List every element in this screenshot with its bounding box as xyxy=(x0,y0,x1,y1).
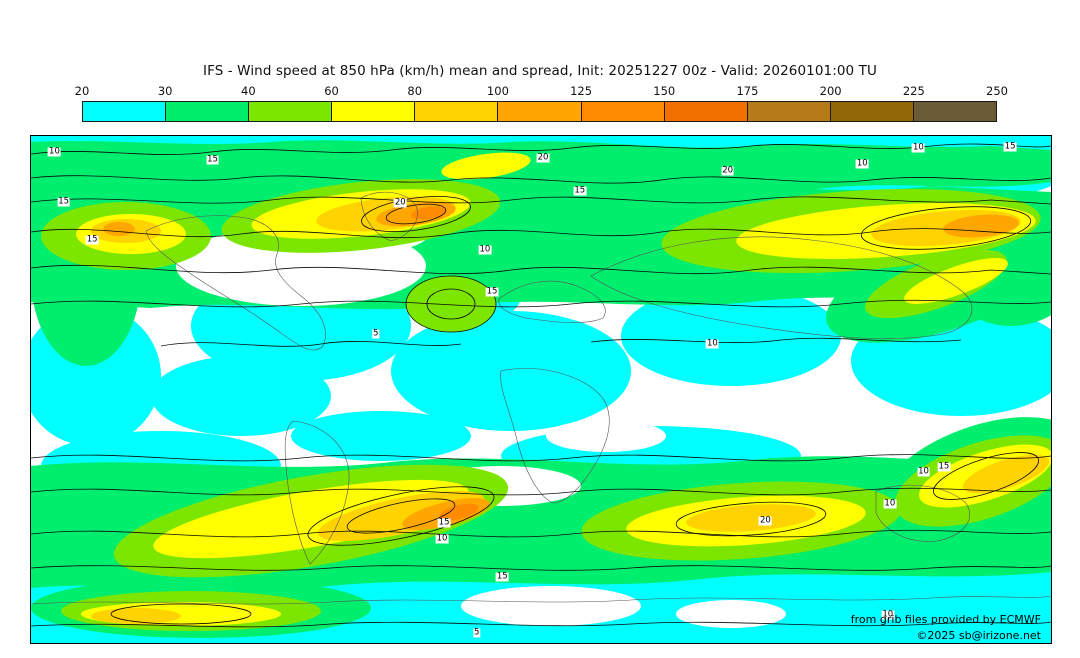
colorbar-tick-label: 20 xyxy=(74,84,90,98)
colorbar-tick-label: 100 xyxy=(486,84,509,98)
copyright-text: ©2025 sb@irizone.net xyxy=(916,629,1041,642)
colorbar-segment xyxy=(83,102,167,121)
colorbar-tick-label: 80 xyxy=(407,84,423,98)
colorbar-tick-label: 125 xyxy=(570,84,593,98)
colorbar-segment xyxy=(166,102,250,121)
colorbar-segment xyxy=(581,102,665,121)
colorbar-segment xyxy=(664,102,748,121)
colorbar-segment xyxy=(913,102,997,121)
coastlines xyxy=(31,191,1051,605)
colorbar-tick-label: 250 xyxy=(986,84,1008,98)
colorbar-tick-labels: 20 30 40 60 80 100 125 150 175 200 225 250 xyxy=(75,84,1008,99)
wind-field-map-image xyxy=(31,136,1051,643)
colorbar-tick-label: 175 xyxy=(736,84,759,98)
colorbar-tick-label: 60 xyxy=(324,84,339,98)
colorbar-segment xyxy=(415,102,499,121)
colorbar-segment xyxy=(249,102,333,121)
wind-field-dark-orange-layer xyxy=(411,206,479,521)
colorbar-segment xyxy=(332,102,416,121)
colorbar-tick-label: 30 xyxy=(157,84,173,98)
page-title: IFS - Wind speed at 850 hPa (km/h) mean … xyxy=(203,63,877,79)
colorbar-tick-label: 150 xyxy=(653,84,676,98)
attribution-text: from grib files provided by ECMWF xyxy=(850,613,1041,626)
colorbar-segment xyxy=(498,102,582,121)
colorbar-tick-label: 40 xyxy=(241,84,256,98)
colorbar-segment xyxy=(830,102,914,121)
colorbar-tick-label: 200 xyxy=(819,84,842,98)
colorbar xyxy=(82,101,997,122)
colorbar-segment xyxy=(747,102,831,121)
world-wind-map: 10 15 20 10 15 15 15 20 15 20 10 15 10 5 10 15 10 10 15 10 1… xyxy=(30,135,1052,644)
colorbar-tick-label: 225 xyxy=(902,84,925,98)
